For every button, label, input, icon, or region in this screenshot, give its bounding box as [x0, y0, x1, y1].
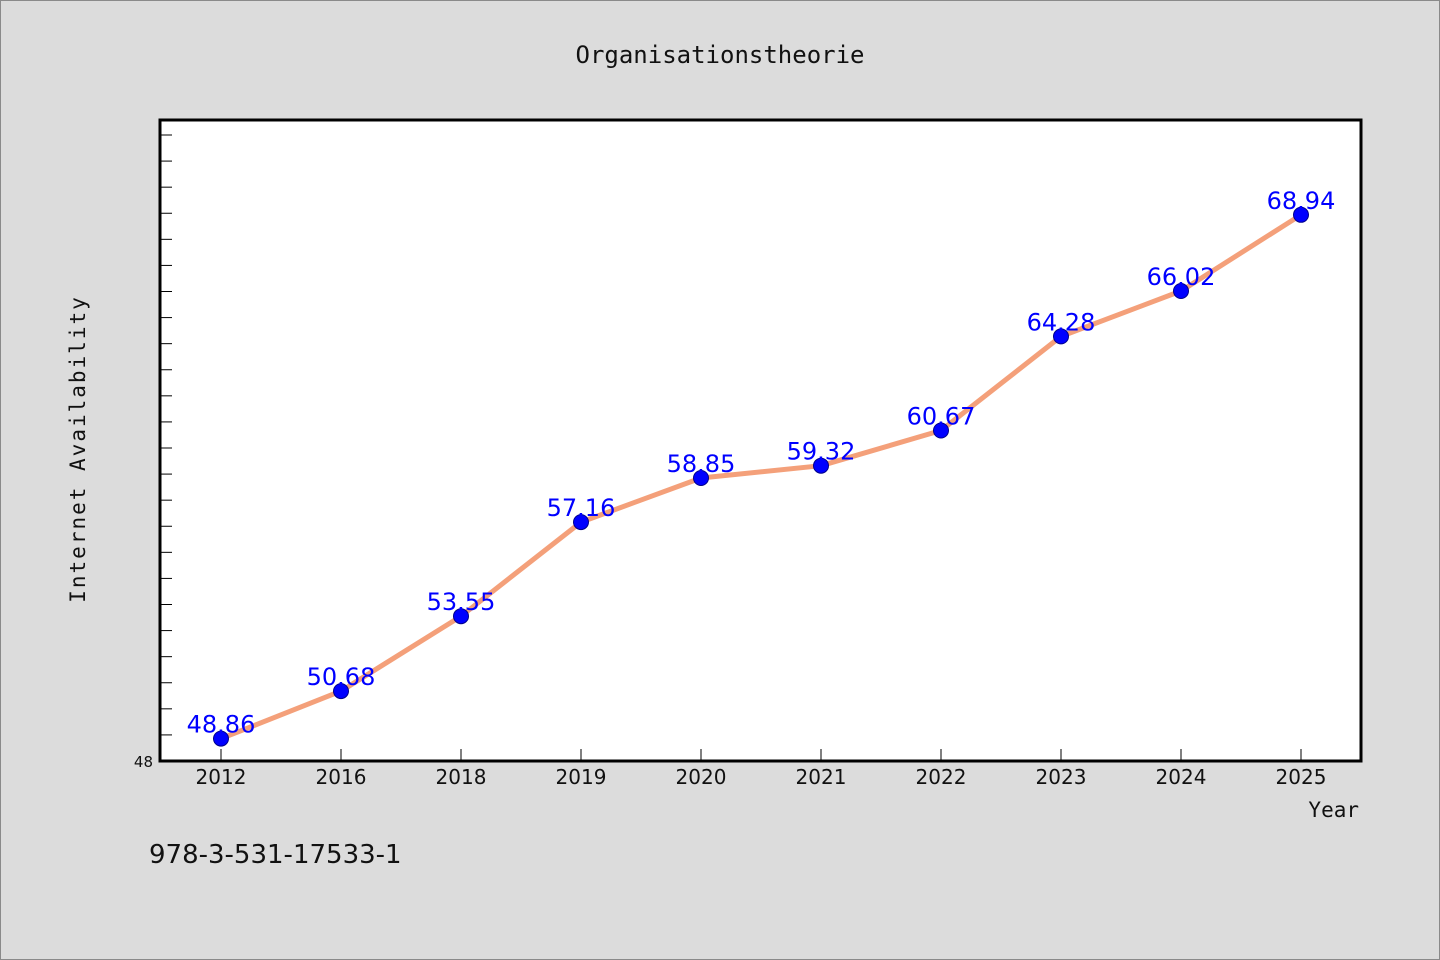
x-tick-label: 2023: [1036, 765, 1087, 789]
plot-area: [158, 118, 1363, 763]
x-tick-label: 2019: [556, 765, 607, 789]
x-tick-label: 2024: [1156, 765, 1207, 789]
data-markers: [213, 206, 1309, 747]
x-tick-label: 2025: [1276, 765, 1327, 789]
x-axis-label: Year: [1308, 798, 1359, 822]
x-axis-tick-labels: 2012 2016 2018 2019 2020 2021 2022 2023 2024 2025: [196, 765, 1327, 789]
data-label: 53.55: [427, 588, 496, 616]
data-point: [813, 457, 829, 474]
series-line: [218, 212, 1304, 742]
x-tick-label: 2022: [916, 765, 967, 789]
x-tick-label: 2018: [436, 765, 487, 789]
data-point: [453, 608, 469, 625]
data-label: 66.02: [1147, 263, 1216, 291]
data-point: [1053, 328, 1069, 345]
x-tick-label: 2020: [676, 765, 727, 789]
data-label: 60.67: [907, 403, 976, 431]
data-point: [1293, 206, 1309, 223]
x-tick-label: 2021: [796, 765, 847, 789]
data-point: [1173, 283, 1189, 299]
y-axis-ticks: [160, 134, 172, 762]
data-labels: 48.86 50.68 53.55 57.16 58.85 59.32 60.67 64.28…: [187, 187, 1336, 739]
x-axis-ticks: [220, 749, 1302, 761]
x-tick-label: 2012: [196, 765, 247, 789]
data-label: 68.94: [1267, 187, 1336, 215]
data-point: [333, 683, 349, 700]
isbn-footer: 978-3-531-17533-1: [149, 840, 402, 870]
data-label: 58.85: [667, 450, 736, 478]
data-label: 64.28: [1027, 308, 1096, 336]
y-axis-min-label: 48: [134, 753, 153, 771]
data-label: 57.16: [547, 494, 616, 522]
data-label: 48.86: [187, 711, 256, 739]
data-point: [213, 730, 229, 747]
data-point: [693, 470, 709, 486]
data-point: [933, 422, 949, 439]
data-label: 59.32: [787, 438, 856, 466]
chart-title: Organisationstheorie: [576, 41, 865, 69]
y-axis-label: Internet Availability: [66, 295, 90, 603]
data-label: 50.68: [307, 663, 376, 691]
x-tick-label: 2016: [316, 765, 367, 789]
data-point: [573, 514, 589, 531]
